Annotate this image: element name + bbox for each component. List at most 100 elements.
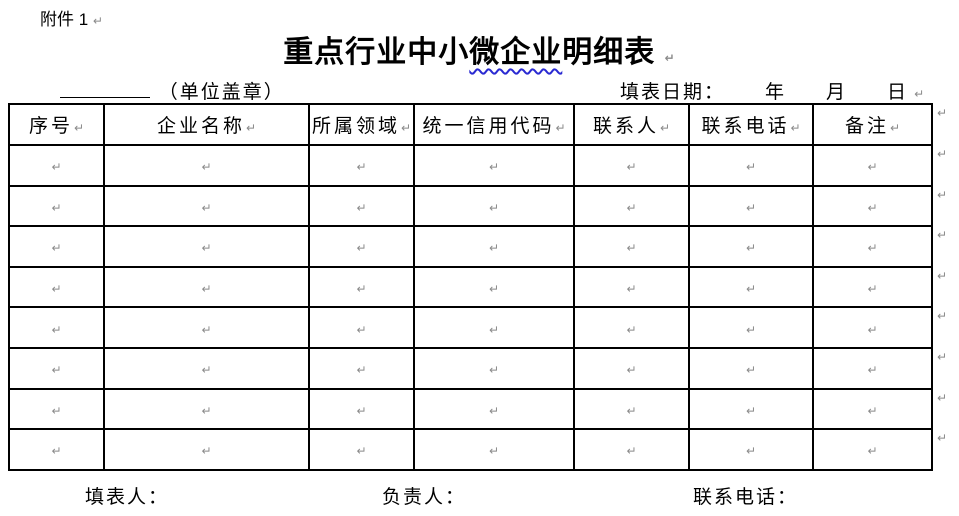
empty-table-cell[interactable]: ↵ [103, 346, 310, 390]
empty-table-cell[interactable]: ↵ [573, 265, 690, 309]
paragraph-mark: ↵ [356, 241, 367, 256]
column-header-6[interactable]: 联系电话↵ [688, 103, 814, 146]
empty-table-cell[interactable]: ↵ [8, 387, 105, 431]
empty-table-cell[interactable]: ↵ [573, 346, 690, 390]
empty-table-cell[interactable]: ↵ [8, 428, 105, 471]
empty-table-cell[interactable]: ↵ [308, 265, 415, 309]
paragraph-mark: ↵ [201, 444, 212, 459]
column-header-1[interactable]: 序号↵ [8, 103, 105, 146]
empty-table-cell[interactable]: ↵ [573, 306, 690, 349]
empty-table-cell[interactable]: ↵ [308, 428, 415, 471]
column-header-label: 所属领域 [311, 116, 400, 137]
paragraph-mark: ↵ [626, 200, 637, 215]
row-end-mark-slot: ↵ [937, 185, 957, 226]
paragraph-mark: ↵ [745, 322, 757, 337]
date-year-label: 年 [765, 82, 787, 103]
empty-table-cell[interactable]: ↵ [688, 346, 814, 390]
row-end-mark-slot: ↵ [937, 388, 957, 429]
paragraph-mark: ↵ [867, 200, 878, 215]
empty-table-cell[interactable]: ↵ [688, 306, 814, 349]
empty-table-cell[interactable]: ↵ [812, 346, 933, 390]
empty-table-cell[interactable]: ↵ [413, 306, 575, 349]
paragraph-mark: ↵ [51, 322, 62, 337]
column-header-4[interactable]: 统一信用代码↵ [413, 103, 575, 146]
column-header-5[interactable]: 联系人↵ [573, 103, 690, 146]
empty-table-cell[interactable]: ↵ [413, 265, 575, 309]
column-header-2[interactable]: 企业名称↵ [103, 103, 310, 146]
paragraph-mark: ↵ [488, 160, 500, 175]
column-header-label: 序号 [28, 116, 73, 137]
empty-table-cell[interactable]: ↵ [8, 225, 105, 268]
empty-table-cell[interactable]: ↵ [812, 144, 933, 187]
paragraph-mark: ↵ [51, 160, 62, 175]
empty-table-cell[interactable]: ↵ [573, 184, 690, 228]
paragraph-mark: ↵ [201, 160, 212, 175]
table-row: ↵ ↵ ↵ ↵ ↵ ↵ ↵ [8, 225, 933, 268]
empty-table-cell[interactable]: ↵ [103, 184, 310, 228]
empty-table-cell[interactable]: ↵ [413, 184, 575, 228]
empty-table-cell[interactable]: ↵ [103, 387, 310, 431]
empty-table-cell[interactable]: ↵ [413, 387, 575, 431]
empty-table-cell[interactable]: ↵ [8, 184, 105, 228]
row-end-mark-slot: ↵ [937, 347, 957, 388]
empty-table-cell[interactable]: ↵ [103, 428, 310, 471]
empty-table-cell[interactable]: ↵ [688, 265, 814, 309]
empty-table-cell[interactable]: ↵ [812, 225, 933, 268]
page-title: 重点行业中小微企业明细表 ↵ [0, 27, 959, 71]
row-end-mark-slot: ↵ [937, 103, 957, 144]
paragraph-mark: ↵ [664, 51, 676, 65]
paragraph-mark: ↵ [659, 121, 671, 135]
paragraph-mark: ↵ [790, 121, 801, 135]
paragraph-mark: ↵ [867, 160, 878, 175]
column-header-label: 联系电话 [701, 116, 790, 137]
empty-table-cell[interactable]: ↵ [308, 184, 415, 228]
paragraph-mark: ↵ [867, 403, 878, 418]
empty-table-cell[interactable]: ↵ [812, 184, 933, 228]
empty-table-cell[interactable]: ↵ [8, 306, 105, 349]
paragraph-mark: ↵ [867, 363, 878, 378]
empty-table-cell[interactable]: ↵ [688, 428, 814, 471]
empty-table-cell[interactable]: ↵ [573, 387, 690, 431]
empty-table-cell[interactable]: ↵ [308, 387, 415, 431]
empty-table-cell[interactable]: ↵ [812, 265, 933, 309]
empty-table-cell[interactable]: ↵ [573, 225, 690, 268]
enterprise-detail-table: 序号↵ 企业名称↵ 所属领域↵ 统一信用代码↵ 联系人↵ 联系电话↵ 备注↵ ↵ ↵ ↵ ↵ ↵ ↵ ↵… [8, 103, 933, 471]
column-header-7[interactable]: 备注↵ [812, 103, 933, 146]
empty-table-cell[interactable]: ↵ [8, 346, 105, 390]
empty-table-cell[interactable]: ↵ [103, 306, 310, 349]
row-end-mark-slot: ↵ [937, 225, 957, 266]
empty-table-cell[interactable]: ↵ [8, 265, 105, 309]
paragraph-mark: ↵ [626, 322, 637, 337]
empty-table-cell[interactable]: ↵ [812, 428, 933, 471]
empty-table-cell[interactable]: ↵ [308, 306, 415, 349]
paragraph-mark: ↵ [73, 121, 85, 135]
empty-table-cell[interactable]: ↵ [688, 225, 814, 268]
stamp-note: （单位盖章） [158, 82, 285, 103]
paragraph-mark: ↵ [488, 444, 500, 459]
empty-table-cell[interactable]: ↵ [308, 346, 415, 390]
empty-table-cell[interactable]: ↵ [103, 265, 310, 309]
empty-table-cell[interactable]: ↵ [413, 225, 575, 268]
paragraph-mark: ↵ [488, 282, 500, 297]
empty-table-cell[interactable]: ↵ [413, 428, 575, 471]
paragraph-mark: ↵ [51, 200, 62, 215]
empty-table-cell[interactable]: ↵ [573, 428, 690, 471]
paragraph-mark: ↵ [889, 121, 901, 135]
empty-table-cell[interactable]: ↵ [413, 346, 575, 390]
empty-table-cell[interactable]: ↵ [573, 144, 690, 187]
empty-table-cell[interactable]: ↵ [812, 306, 933, 349]
paragraph-mark: ↵ [555, 121, 566, 135]
empty-table-cell[interactable]: ↵ [8, 144, 105, 187]
empty-table-cell[interactable]: ↵ [308, 225, 415, 268]
empty-table-cell[interactable]: ↵ [688, 144, 814, 187]
empty-table-cell[interactable]: ↵ [688, 184, 814, 228]
paragraph-mark: ↵ [51, 403, 62, 418]
empty-table-cell[interactable]: ↵ [103, 225, 310, 268]
column-header-3[interactable]: 所属领域↵ [308, 103, 415, 146]
empty-table-cell[interactable]: ↵ [308, 144, 415, 187]
empty-table-cell[interactable]: ↵ [103, 144, 310, 187]
empty-table-cell[interactable]: ↵ [413, 144, 575, 187]
empty-table-cell[interactable]: ↵ [812, 387, 933, 431]
row-end-mark-slot: ↵ [937, 144, 957, 185]
empty-table-cell[interactable]: ↵ [688, 387, 814, 431]
